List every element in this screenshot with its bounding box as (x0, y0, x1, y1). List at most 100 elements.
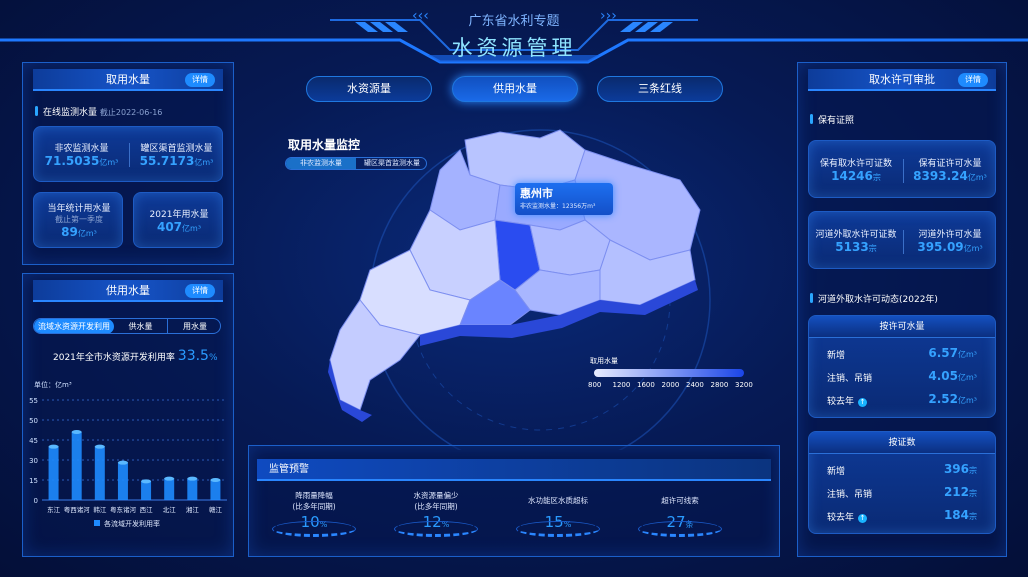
map-toggle: 非农监测水量 罐区渠首监测水量 (285, 157, 427, 170)
bar[interactable] (48, 446, 59, 500)
stat-row: 新增 6.57亿m³ (827, 346, 977, 361)
legend-label: 各流域开发利用率 (104, 519, 160, 528)
detail-button[interactable]: 详情 (185, 284, 215, 298)
ring-decoration (394, 521, 478, 537)
panel-title: 供用水量 详情 (33, 280, 223, 302)
bar[interactable] (141, 481, 152, 500)
bar-cap (187, 476, 198, 481)
stat-row: 注销、吊销 212宗 (827, 485, 977, 500)
section-licenses: 保有证照 (810, 113, 854, 126)
alerts-title: 监管预警 (257, 459, 771, 481)
map-region (329, 299, 421, 411)
x-tick-label: 韩江 (93, 505, 107, 514)
bar-cap (117, 460, 128, 465)
left-chevrons-icon: ‹‹‹ (412, 8, 429, 24)
x-tick-label: 粤西诸河 (64, 505, 91, 514)
stat-row: 注销、吊销 4.05亿m³ (827, 369, 977, 384)
y-tick-label: 30 (29, 457, 38, 465)
box-title: 按证数 (809, 432, 995, 454)
map-title: 取用水量监控 (288, 138, 361, 152)
supply-tabs: 流域水资源开发利用 供水量 用水量 (33, 318, 221, 334)
box-title: 按许可水量 (809, 316, 995, 338)
alert-item[interactable]: 降雨量降幅 (比多年同期) 10% (269, 490, 359, 554)
stat-row: 较去年 ↑ 184宗 (827, 508, 977, 523)
x-tick-label: 湘江 (186, 505, 200, 514)
x-tick-label: 赣江 (209, 505, 223, 514)
x-tick-label: 东江 (47, 505, 61, 514)
permit-volume-box: 按许可水量新增 6.57亿m³ 注销、吊销 4.05亿m³ 较去年 ↑ 2.52亿m³ (808, 315, 996, 418)
tab-supply[interactable]: 供水量 (114, 319, 168, 333)
y-tick-label: 55 (29, 397, 38, 405)
legend-title: 取用水量 (590, 357, 618, 365)
stat-row: 较去年 ↑ 2.52亿m³ (827, 392, 977, 407)
ring-decoration (272, 521, 356, 537)
section-dynamics: 河道外取水许可动态(2022年) (810, 292, 938, 305)
legend-tick: 2400 (686, 381, 704, 389)
legend-tick: 1200 (612, 381, 631, 389)
right-chevrons-icon: ››› (600, 8, 617, 24)
detail-button[interactable]: 详情 (958, 73, 988, 87)
panel-title: 取用水量 详情 (33, 69, 223, 91)
x-tick-label: 北江 (163, 506, 177, 514)
water-supply-panel: 供用水量 详情 流域水资源开发利用 供水量 用水量 2021年全市水资源开发利用率… (22, 273, 234, 557)
alert-item[interactable]: 水功能区水质超标 15% (513, 490, 603, 554)
bar-cap (48, 444, 59, 449)
bar[interactable] (164, 478, 175, 500)
utilization-rate: 2021年全市水资源开发利用率 33.5% (53, 348, 218, 364)
legend-tick: 2800 (710, 381, 729, 389)
water-usage-panel: 取用水量 详情 在线监测水量 截止2022-06-16 非农监测水量 71.5035… (22, 62, 234, 265)
toggle-nonagri[interactable]: 非农监测水量 (286, 158, 356, 169)
y-tick-label: 50 (29, 417, 38, 425)
detail-button[interactable]: 详情 (185, 73, 215, 87)
y-tick-label: 45 (29, 437, 38, 445)
guangdong-map[interactable] (300, 110, 780, 450)
section-online-monitor: 在线监测水量 截止2022-06-16 (35, 105, 162, 118)
bar[interactable] (117, 462, 128, 500)
panel-title: 取水许可审批 详情 (808, 69, 996, 91)
year-2021-card: 2021年用水量 407亿m³ (133, 192, 223, 248)
tab-usage[interactable]: 用水量 (183, 322, 207, 331)
nav-three-red-lines[interactable]: 三条红线 (597, 76, 723, 102)
y-axis-label: 单位：亿m³ (34, 380, 72, 389)
ring-decoration (516, 521, 600, 537)
legend-tick: 3200 (735, 381, 753, 389)
legend-ticks: 800 1200 1600 2000 2400 2800 3200 (588, 381, 753, 391)
y-tick-label: 15 (29, 477, 38, 485)
tab-basin-utilization[interactable]: 流域水资源开发利用 (34, 319, 114, 333)
legend-tick: 2000 (661, 381, 680, 389)
license-card: 保有取水许可证数 14246宗 保有证许可水量 8393.24亿m³ (808, 140, 996, 198)
bar[interactable] (94, 446, 105, 500)
alerts-panel: 监管预警 降雨量降幅 (比多年同期) 10% 水资源量偏少 (比多年同期) 12% … (248, 445, 780, 557)
permit-count-box: 按证数新增 396宗 注销、吊销 212宗 较去年 ↑ 184宗 (808, 431, 996, 534)
bar-cap (71, 430, 82, 434)
stat-row: 新增 396宗 (827, 462, 977, 477)
header-subtitle: 广东省水利专题 (468, 14, 560, 29)
nav-water-supply[interactable]: 供用水量 (452, 76, 578, 102)
x-tick-label: 西江 (140, 506, 154, 514)
bar-cap (94, 444, 105, 449)
toggle-irrigation[interactable]: 罐区渠首监测水量 (364, 159, 420, 167)
ring-decoration (638, 521, 722, 537)
bar[interactable] (210, 480, 221, 500)
bar[interactable] (187, 478, 198, 500)
bar-cap (164, 476, 175, 481)
bar-cap (141, 479, 152, 484)
annual-stat-card: 当年统计用水量 截止第一季度 89亿m³ (33, 192, 123, 248)
alert-item[interactable]: 超许可线索 27条 (635, 490, 725, 554)
permit-panel: 取水许可审批 详情 保有证照 保有取水许可证数 14246宗 保有证许可水量 8393… (797, 62, 1007, 557)
alert-item[interactable]: 水资源量偏少 (比多年同期) 12% (391, 490, 481, 554)
bar-cap (210, 478, 221, 482)
monitor-card: 非农监测水量 71.5035亿m³ 罐区渠首监测水量 55.7173亿m³ (33, 126, 223, 182)
nav-water-resources[interactable]: 水资源量 (306, 76, 432, 102)
arrow-up-icon: ↑ (858, 514, 868, 523)
bar[interactable] (71, 432, 82, 500)
legend-tick: 1600 (637, 381, 655, 389)
basin-bar-chart: 单位：亿m³ 0 15 30 45 50 55 东江 粤西诸河 韩江 粤东诸河 西江 北江 湘江 赣江各流域… (29, 380, 227, 528)
header-decoration (0, 19, 1028, 64)
x-tick-label: 粤东诸河 (110, 505, 137, 514)
y-tick-label: 0 (34, 497, 38, 505)
page-title: 水资源管理 (451, 36, 577, 60)
map-tooltip: 惠州市 非农监测水量：12356万m³ (515, 183, 613, 215)
legend-gradient-bar (594, 369, 744, 377)
arrow-up-icon: ↑ (858, 398, 868, 407)
